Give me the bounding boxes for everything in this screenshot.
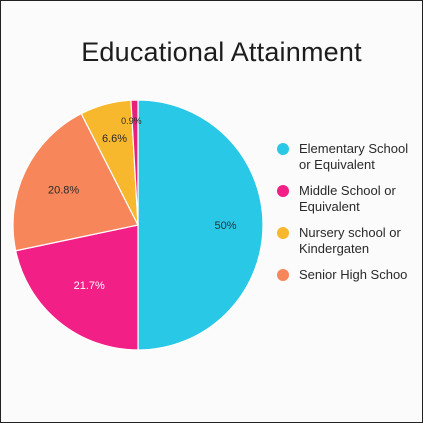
legend-swatch [277,269,289,281]
legend-item: Senior High Schoo [277,267,422,283]
legend-label: Middle School or Equivalent [299,183,396,214]
slice-value-label: 20.8% [48,184,79,196]
pie-slice-elementary-school-or-equivalent [137,99,264,351]
legend-swatch [277,143,289,155]
slice-value-label: 6.6% [102,133,127,145]
slice-value-label: 21.7% [74,280,105,292]
legend-item: Nursery school or Kindergaten [277,225,422,257]
legend-label: Senior High Schoo [299,267,408,282]
legend-swatch [277,227,289,239]
slice-value-label: 50% [214,220,236,232]
pie-slice-0-9 [130,99,139,226]
slice-value-label: 0.9% [121,116,142,126]
pie-slice-middle-school-or-equivalent [14,224,139,351]
chart-legend: Elementary School or Equivalent Middle Sc… [277,141,422,293]
chart-title: Educational Attainment [81,37,362,67]
legend-label: Nursery school or Kindergaten [299,225,401,256]
legend-item: Middle School or Equivalent [277,183,422,215]
legend-swatch [277,185,289,197]
pie-slice-senior-high-schoo [12,112,139,252]
legend-label: Elementary School or Equivalent [299,141,409,172]
legend-item: Elementary School or Equivalent [277,141,422,173]
